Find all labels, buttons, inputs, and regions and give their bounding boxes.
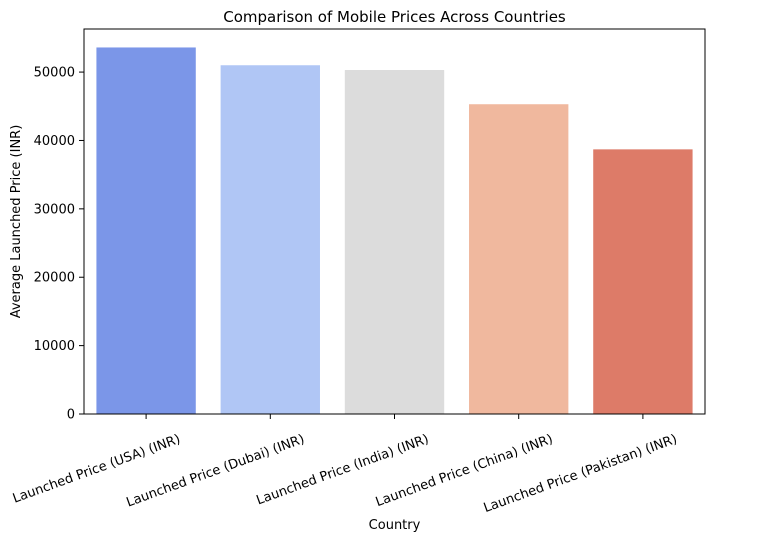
x-axis: Launched Price (USA) (INR)Launched Price… [11,414,679,516]
y-tick-label: 50000 [34,66,75,81]
y-tick-label: 0 [67,408,75,423]
y-axis: 0 10000 20000 30000 40000 50000 [34,66,84,423]
bar-3 [344,70,445,414]
y-tick-label: 30000 [34,202,75,217]
x-axis-title: Country [369,518,421,533]
y-tick-label: 20000 [34,271,75,286]
bar-1 [96,47,196,414]
bar-4 [469,104,569,415]
bar-5 [593,149,693,415]
x-tick-label: Launched Price (Pakistan) (INR) [482,432,680,516]
y-tick-label: 40000 [34,134,75,149]
chart-title: Comparison of Mobile Prices Across Count… [223,8,566,26]
y-axis-title: Average Launched Price (INR) [9,125,24,319]
bar-2 [220,65,320,414]
bars-group [96,47,693,415]
y-tick-label: 10000 [34,339,75,354]
